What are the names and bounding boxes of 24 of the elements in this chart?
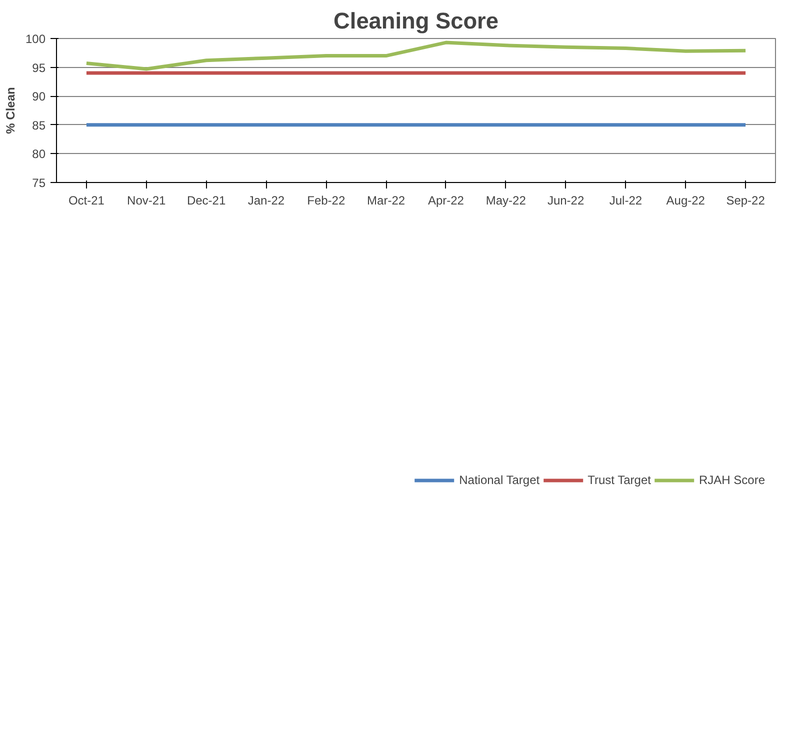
y-tick-label: 100 bbox=[25, 32, 46, 46]
x-tick-label: Dec-21 bbox=[186, 194, 226, 208]
legend-label: RJAH Score bbox=[698, 473, 765, 487]
y-tick-label: 95 bbox=[32, 60, 46, 75]
x-tick-label: Apr-22 bbox=[428, 194, 464, 208]
legend-label: National Target bbox=[459, 473, 540, 487]
x-tick-label: Jun-22 bbox=[547, 194, 584, 208]
x-tick-label: Aug-22 bbox=[666, 194, 706, 208]
x-tick-label: Oct-21 bbox=[68, 194, 105, 208]
x-tick-label: Jan-22 bbox=[248, 194, 285, 208]
y-tick-label: 85 bbox=[32, 118, 46, 132]
x-tick-label: May-22 bbox=[486, 194, 526, 208]
legend-label: Trust Target bbox=[588, 473, 651, 487]
y-tick-label: 80 bbox=[32, 147, 46, 162]
x-tick-label: Sep-22 bbox=[726, 194, 766, 208]
y-tick-label: 75 bbox=[32, 176, 46, 190]
y-tick-label: 90 bbox=[32, 90, 46, 104]
x-tick-label: Feb-22 bbox=[307, 194, 346, 208]
x-tick-label: Jul-22 bbox=[609, 194, 642, 208]
x-tick-label: Nov-21 bbox=[127, 194, 166, 208]
line-series bbox=[84, 40, 748, 71]
chart-title: Cleaning Score bbox=[334, 8, 498, 34]
x-tick-label: Mar-22 bbox=[367, 194, 406, 208]
y-axis-title: % Clean bbox=[3, 87, 18, 134]
